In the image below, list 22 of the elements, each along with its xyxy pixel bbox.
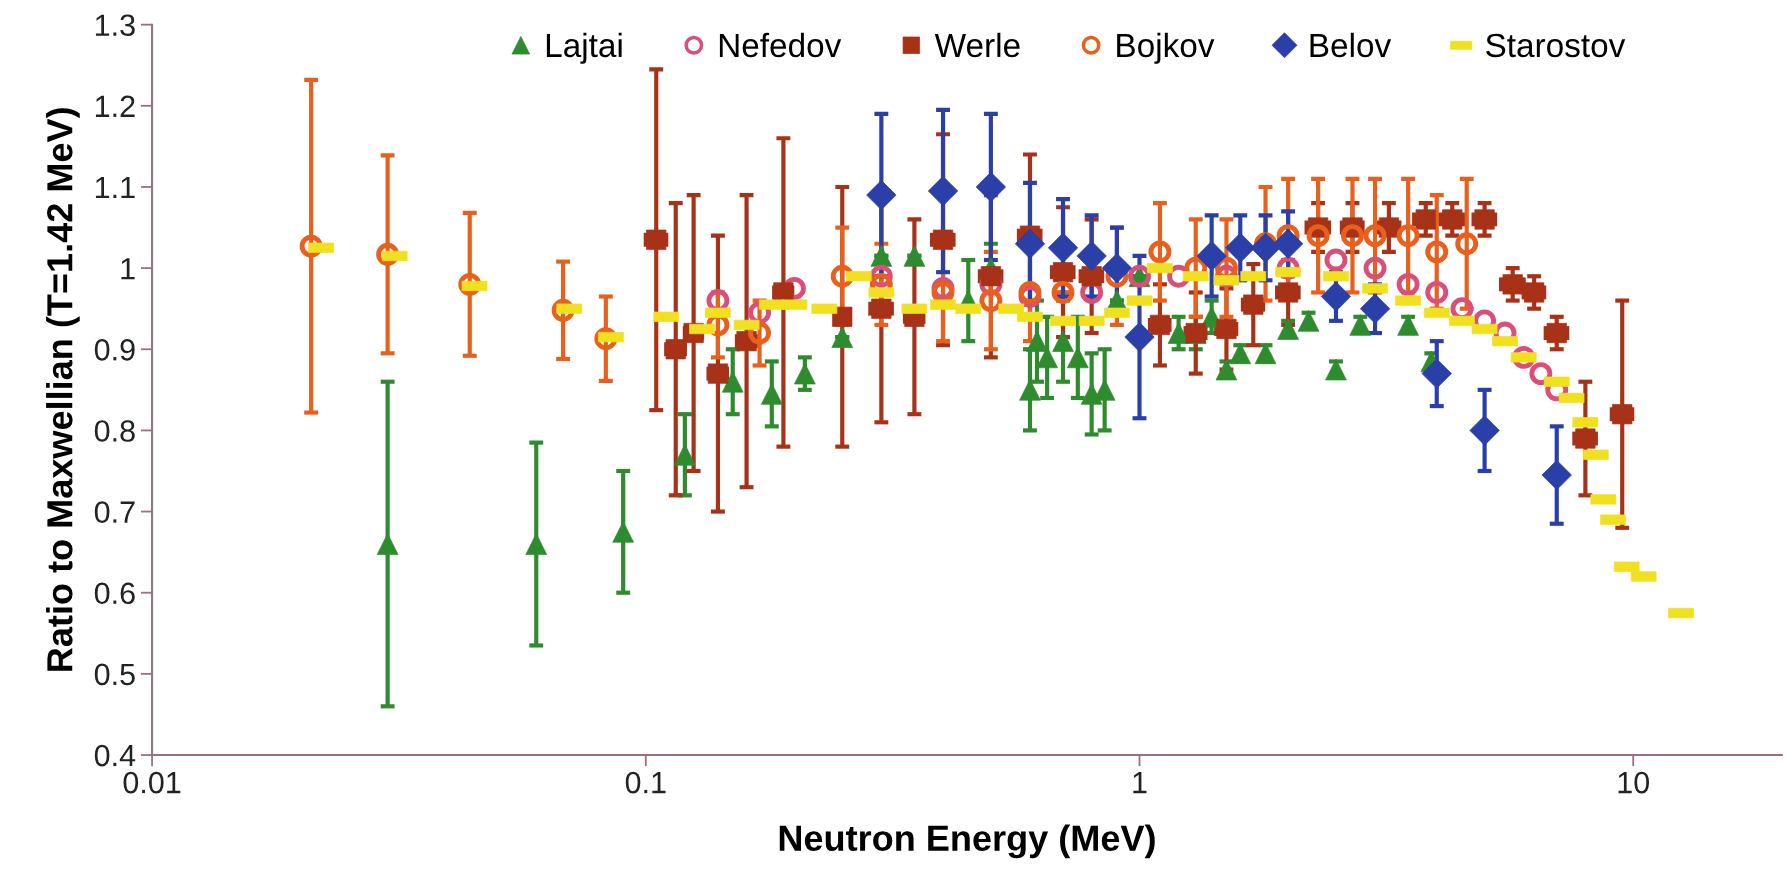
y-axis-title: Ratio to Maxwellian (T=1.42 MeV) xyxy=(46,108,80,671)
x-tick-label: 0.1 xyxy=(625,771,666,794)
y-tick-label: 0.6 xyxy=(94,582,135,605)
y-tick-label: 0.7 xyxy=(94,501,135,523)
y-tick-label: 0.9 xyxy=(94,339,135,361)
legend-label: Belov xyxy=(1310,32,1392,58)
legend-label: Starostov xyxy=(1486,33,1626,58)
legend-label: Bojkov xyxy=(1117,32,1215,64)
legend-label: Werle xyxy=(934,32,1020,58)
y-tick-label: 1 xyxy=(121,258,135,280)
y-tick-label: 0.8 xyxy=(94,420,135,442)
y-tick-label: 0.5 xyxy=(94,663,135,686)
y-tick-label: 0.4 xyxy=(94,744,136,767)
x-tick-label: 1 xyxy=(1133,772,1147,794)
x-axis-title: Neutron Energy (MeV) xyxy=(779,824,1155,859)
legend-label: Lajtai xyxy=(546,32,622,64)
y-tick-label: 1.3 xyxy=(95,14,135,37)
y-tick-label: 1.1 xyxy=(95,177,135,199)
x-tick-label: 0.01 xyxy=(123,771,181,794)
x-tick-label: 10 xyxy=(1618,771,1650,794)
legend-label: Nefedov xyxy=(719,32,842,58)
y-tick-label: 1.2 xyxy=(95,95,135,117)
